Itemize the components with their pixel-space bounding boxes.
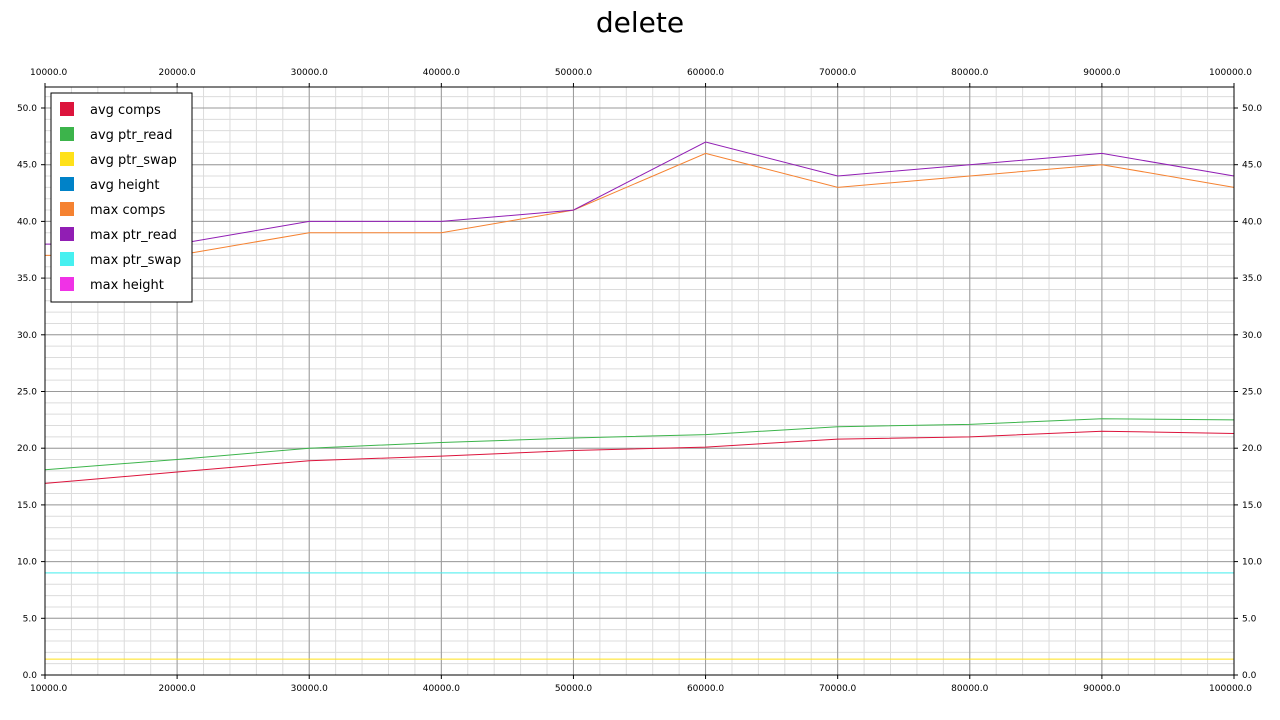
y-tick-label-right: 25.0 — [1242, 388, 1262, 398]
y-tick-label-left: 45.0 — [17, 161, 37, 171]
x-tick-label-top: 80000.0 — [951, 68, 988, 78]
legend-swatch-max-height — [60, 277, 74, 291]
x-tick-label-top: 10000.0 — [30, 68, 67, 78]
y-tick-label-right: 10.0 — [1242, 558, 1262, 568]
legend-box — [50, 92, 193, 303]
x-tick-label-top: 30000.0 — [291, 68, 328, 78]
legend-label-avg-comps: avg comps — [90, 103, 161, 118]
legend-swatch-max-ptr-read — [60, 227, 74, 241]
legend-label-max-height: max height — [90, 278, 164, 293]
y-tick-label-left: 0.0 — [23, 671, 38, 681]
x-tick-label-bottom: 70000.0 — [819, 684, 856, 694]
y-tick-label-right: 5.0 — [1242, 614, 1257, 624]
axis-ticks — [41, 83, 1238, 679]
x-tick-label-bottom: 40000.0 — [423, 684, 460, 694]
y-tick-label-left: 15.0 — [17, 501, 37, 511]
y-tick-label-right: 35.0 — [1242, 274, 1262, 284]
y-tick-label-left: 10.0 — [17, 558, 37, 568]
plot-background — [45, 87, 1234, 675]
plot-frame — [44, 86, 1235, 676]
legend-swatch-max-comps — [60, 202, 74, 216]
series-line-max-comps — [45, 152, 1235, 256]
legend-label-avg-ptr-read: avg ptr_read — [90, 128, 173, 143]
chart-title: delete — [595, 6, 685, 39]
x-tick-label-bottom: 10000.0 — [30, 684, 67, 694]
y-tick-label-right: 0.0 — [1242, 671, 1257, 681]
axis-tick-labels: 10000.0 10000.0 20000.0 20000.0 30000.0 30000… — [17, 68, 1262, 694]
x-tick-label-bottom: 80000.0 — [951, 684, 988, 694]
legend-label-avg-ptr-swap: avg ptr_swap — [90, 153, 177, 168]
y-tick-label-left: 35.0 — [17, 274, 37, 284]
y-tick-label-right: 20.0 — [1242, 444, 1262, 454]
legend-swatch-avg-ptr-read — [60, 127, 74, 141]
x-tick-label-bottom: 90000.0 — [1083, 684, 1120, 694]
legend-swatch-avg-comps — [60, 102, 74, 116]
x-tick-label-bottom: 50000.0 — [555, 684, 592, 694]
y-tick-label-left: 20.0 — [17, 444, 37, 454]
legend-swatch-avg-height — [60, 177, 74, 191]
y-tick-label-left: 40.0 — [17, 217, 37, 227]
x-tick-label-top: 70000.0 — [819, 68, 856, 78]
y-tick-label-left: 50.0 — [17, 104, 37, 114]
x-tick-label-top: 90000.0 — [1083, 68, 1120, 78]
legend-label-max-comps: max comps — [90, 203, 165, 218]
x-tick-label-top: 100000.0 — [1209, 68, 1252, 78]
y-tick-label-left: 5.0 — [23, 614, 38, 624]
x-tick-label-bottom: 30000.0 — [291, 684, 328, 694]
series-line-max-ptr-read — [45, 141, 1235, 245]
y-tick-label-left: 25.0 — [17, 388, 37, 398]
y-tick-label-right: 30.0 — [1242, 331, 1262, 341]
x-tick-label-bottom: 60000.0 — [687, 684, 724, 694]
legend-label-avg-height: avg height — [90, 178, 159, 193]
y-tick-label-right: 50.0 — [1242, 104, 1262, 114]
legend-label-max-ptr-swap: max ptr_swap — [90, 253, 181, 268]
y-tick-label-right: 15.0 — [1242, 501, 1262, 511]
x-tick-label-bottom: 20000.0 — [159, 684, 196, 694]
legend-label-max-ptr-read: max ptr_read — [90, 228, 177, 243]
legend-swatch-max-ptr-swap — [60, 252, 74, 266]
legend-swatch-avg-ptr-swap — [60, 152, 74, 166]
series-line-avg-comps — [44, 430, 1235, 484]
series-line-avg-ptr-read — [44, 418, 1235, 471]
x-tick-label-top: 50000.0 — [555, 68, 592, 78]
x-tick-label-top: 20000.0 — [159, 68, 196, 78]
x-tick-label-bottom: 100000.0 — [1209, 684, 1252, 694]
y-tick-label-right: 45.0 — [1242, 161, 1262, 171]
y-tick-label-right: 40.0 — [1242, 217, 1262, 227]
x-tick-label-top: 60000.0 — [687, 68, 724, 78]
y-tick-label-left: 30.0 — [17, 331, 37, 341]
x-tick-label-top: 40000.0 — [423, 68, 460, 78]
